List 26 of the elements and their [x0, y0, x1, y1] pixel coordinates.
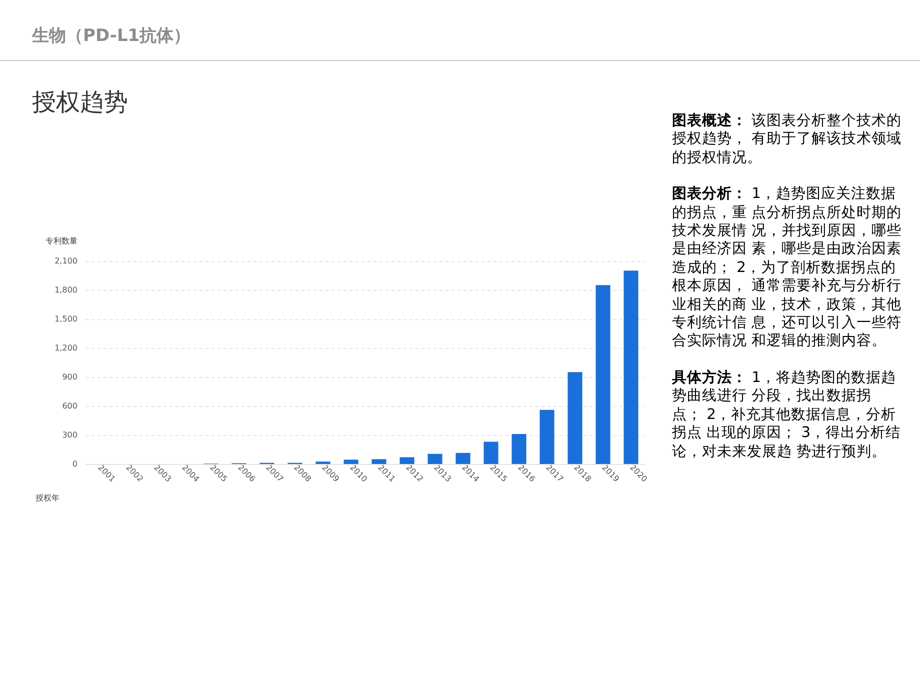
bar	[568, 372, 582, 464]
x-axis-title: 授权年	[36, 494, 60, 502]
bar	[400, 457, 414, 464]
bar	[372, 459, 386, 464]
bar	[428, 454, 442, 464]
bar	[484, 442, 498, 464]
y-axis-title: 专利数量	[46, 236, 78, 246]
y-tick-label: 1,200	[54, 344, 78, 352]
y-tick-label: 0	[72, 460, 78, 468]
bar	[344, 460, 358, 464]
y-tick-label: 900	[62, 372, 78, 382]
y-tick-label: 1,800	[54, 286, 78, 294]
chart-title: 生物（PD-L1抗体）	[32, 25, 191, 47]
bar	[540, 410, 554, 464]
text: 图表概述： 该图表分析整个技术的授权趋势， 有助于了解该技术领域的授权情况。	[672, 112, 903, 168]
y-tick-label: 600	[62, 402, 78, 410]
bar	[512, 434, 526, 464]
chart-subtitle: 授权趋势	[32, 87, 128, 118]
bar	[456, 452, 470, 464]
bar	[624, 270, 638, 464]
text: 具体方法： 1，将趋势图的数据趋势曲线进行 分段，找出数据拐点； 2，补充其他数据信息，分析拐点 出现的原因； 3，得出分析结论，对未来发展趋 势进行预判。	[672, 368, 902, 461]
y-tick-label: 2,100	[54, 256, 78, 266]
y-tick-label: 300	[62, 430, 78, 440]
y-tick-label: 1,500	[54, 314, 78, 324]
text: 图表分析： 1，趋势图应关注数据的拐点，重 点分析拐点所处时期的技术发展情 况，并找到原因，哪些是由经济因 素，哪些是由政治因素造成的； 2，为了剖析数据拐点的根本原因， 通常需要补充与分析行业相关的商 业，技术，政策，其他专利统计信 息，还可以引入一些符合实际情况 和逻辑的推测内容。	[672, 185, 902, 350]
bar	[596, 285, 610, 464]
